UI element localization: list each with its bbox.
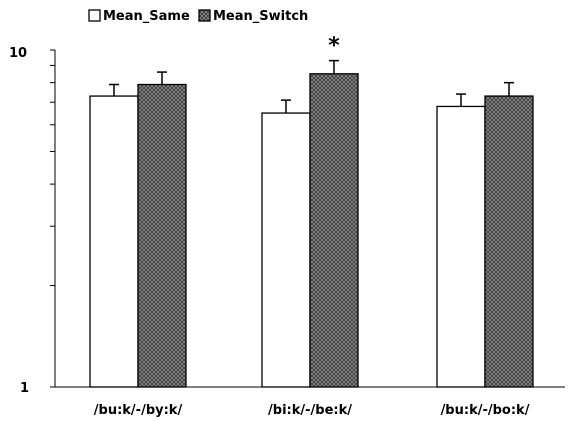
x-tick-label-1: /bu:k/-/by:k/ bbox=[94, 403, 183, 418]
legend-swatch-switch bbox=[198, 9, 211, 22]
x-tick-label-3: /bu:k/-/bo:k/ bbox=[441, 403, 530, 418]
bar-switch-1 bbox=[137, 83, 187, 388]
y-ticks bbox=[50, 49, 55, 388]
x-tick-label-2: /bi:k/-/be:k/ bbox=[268, 403, 352, 418]
legend: Mean_Same Mean_Switch bbox=[88, 9, 308, 24]
significance-marker-1: * bbox=[328, 34, 340, 59]
bars bbox=[89, 59, 534, 388]
bar-switch-3 bbox=[484, 95, 534, 388]
bar-same-3 bbox=[436, 105, 486, 388]
bar-switch-2 bbox=[309, 73, 359, 388]
annotations: * bbox=[328, 34, 340, 59]
bar-same-1 bbox=[89, 95, 139, 388]
legend-label-switch: Mean_Switch bbox=[213, 9, 308, 24]
bar-same-2 bbox=[261, 112, 311, 388]
legend-label-same: Mean_Same bbox=[103, 9, 190, 24]
y-tick-label-1: 1 bbox=[20, 381, 29, 396]
y-tick-label-10: 10 bbox=[9, 46, 27, 61]
legend-swatch-same bbox=[88, 9, 101, 22]
x-tick-labels: /bu:k/-/by:k/ /bi:k/-/be:k/ /bu:k/-/bo:k/ bbox=[94, 403, 530, 418]
